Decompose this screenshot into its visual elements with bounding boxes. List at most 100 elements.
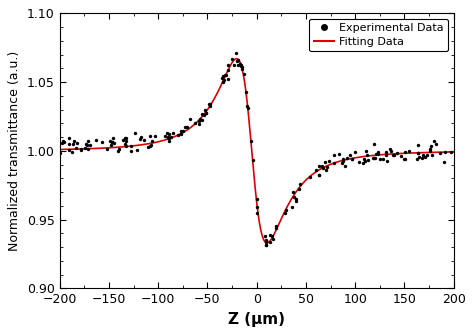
Point bbox=[414, 143, 422, 148]
Point bbox=[180, 128, 187, 134]
Point bbox=[165, 131, 173, 136]
Point bbox=[73, 140, 81, 146]
Point bbox=[230, 63, 237, 68]
Point bbox=[263, 238, 270, 243]
Point bbox=[348, 156, 356, 161]
Point bbox=[237, 64, 245, 69]
Point bbox=[70, 138, 77, 144]
Point bbox=[191, 121, 199, 126]
Point bbox=[360, 156, 367, 162]
Point bbox=[162, 133, 169, 139]
Point bbox=[267, 232, 274, 237]
Point bbox=[234, 59, 241, 64]
Point bbox=[373, 151, 380, 156]
Point bbox=[219, 79, 227, 85]
Point bbox=[324, 165, 331, 170]
Point bbox=[262, 239, 270, 244]
Point bbox=[272, 225, 280, 231]
Point bbox=[292, 198, 300, 203]
Point bbox=[164, 134, 172, 140]
Point bbox=[401, 156, 409, 162]
Point bbox=[440, 159, 448, 164]
Point bbox=[77, 147, 84, 152]
Point bbox=[386, 147, 393, 152]
Point bbox=[261, 233, 269, 239]
Point bbox=[316, 173, 323, 178]
Point bbox=[387, 148, 395, 153]
Point bbox=[56, 150, 64, 155]
Point bbox=[428, 153, 436, 158]
Point bbox=[401, 149, 409, 155]
Point bbox=[363, 148, 370, 153]
Point bbox=[202, 110, 210, 116]
Point bbox=[201, 107, 209, 113]
Point bbox=[361, 158, 369, 164]
Point bbox=[330, 160, 338, 165]
Point bbox=[426, 148, 434, 153]
Point bbox=[363, 152, 371, 157]
Point bbox=[262, 242, 270, 247]
Point bbox=[72, 146, 80, 151]
Point bbox=[249, 157, 257, 163]
Point bbox=[128, 148, 135, 153]
Point bbox=[228, 56, 236, 62]
Point bbox=[65, 136, 73, 141]
Point bbox=[370, 155, 377, 160]
Point bbox=[202, 111, 210, 116]
X-axis label: Z (μm): Z (μm) bbox=[228, 312, 285, 327]
Point bbox=[253, 196, 260, 201]
Point bbox=[92, 138, 100, 143]
Point bbox=[140, 138, 147, 143]
Point bbox=[290, 190, 297, 195]
Point bbox=[273, 223, 280, 228]
Point bbox=[374, 150, 382, 155]
Point bbox=[186, 116, 194, 122]
Point bbox=[115, 146, 122, 151]
Point bbox=[119, 137, 127, 142]
Point bbox=[151, 133, 159, 139]
Point bbox=[427, 146, 434, 152]
Point bbox=[289, 204, 296, 210]
Point bbox=[224, 76, 231, 81]
Point bbox=[103, 146, 111, 152]
Point bbox=[121, 135, 128, 141]
Point bbox=[146, 133, 154, 139]
Point bbox=[144, 145, 152, 150]
Point bbox=[84, 146, 92, 151]
Point bbox=[165, 138, 173, 144]
Point bbox=[359, 160, 366, 165]
Point bbox=[224, 67, 232, 72]
Point bbox=[109, 140, 116, 145]
Point bbox=[238, 66, 246, 71]
Point bbox=[196, 121, 203, 127]
Point bbox=[430, 139, 438, 144]
Point bbox=[247, 138, 255, 143]
Point bbox=[383, 158, 391, 164]
Point bbox=[393, 150, 401, 155]
Point bbox=[108, 143, 115, 148]
Point bbox=[134, 147, 141, 152]
Point bbox=[315, 172, 322, 177]
Point bbox=[197, 116, 204, 121]
Point bbox=[389, 152, 397, 157]
Point bbox=[219, 75, 226, 80]
Point bbox=[414, 151, 422, 156]
Point bbox=[356, 159, 363, 165]
Point bbox=[207, 101, 214, 106]
Point bbox=[414, 150, 422, 156]
Point bbox=[122, 143, 130, 148]
Point bbox=[374, 151, 382, 157]
Point bbox=[244, 105, 252, 111]
Point bbox=[306, 174, 313, 180]
Point bbox=[364, 157, 372, 162]
Point bbox=[397, 154, 405, 159]
Point bbox=[427, 143, 435, 148]
Point bbox=[106, 138, 114, 143]
Point bbox=[221, 72, 229, 78]
Point bbox=[206, 103, 214, 109]
Point bbox=[68, 149, 75, 155]
Point bbox=[232, 51, 240, 56]
Point bbox=[339, 156, 347, 162]
Point bbox=[383, 152, 390, 157]
Point bbox=[253, 211, 261, 216]
